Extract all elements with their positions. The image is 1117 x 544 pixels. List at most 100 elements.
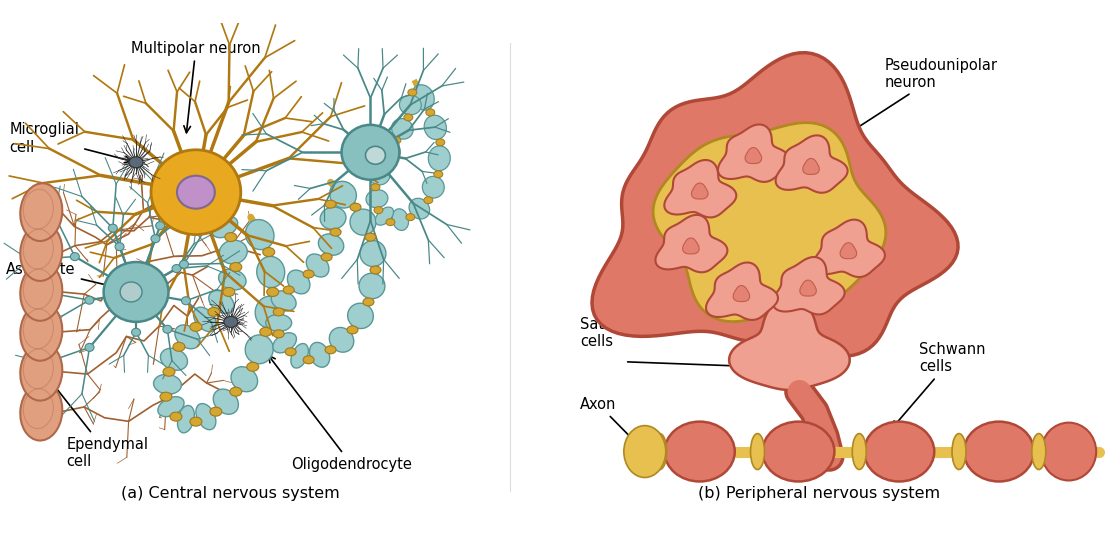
Ellipse shape [108,224,117,232]
Polygon shape [592,53,958,356]
Ellipse shape [115,243,124,251]
Polygon shape [729,299,850,390]
Ellipse shape [208,307,220,317]
Ellipse shape [260,327,271,336]
Ellipse shape [303,356,314,364]
Text: Schwann
cells: Schwann cells [892,342,985,428]
Text: Oligodendrocyte: Oligodendrocyte [268,355,411,472]
Ellipse shape [375,207,393,225]
Ellipse shape [366,190,388,208]
Ellipse shape [347,303,373,329]
Ellipse shape [223,317,238,327]
Ellipse shape [175,325,200,349]
Polygon shape [718,125,790,182]
Ellipse shape [751,434,764,469]
Ellipse shape [209,290,233,313]
Ellipse shape [157,397,184,417]
Ellipse shape [287,270,309,294]
Ellipse shape [160,392,172,401]
Ellipse shape [262,248,275,257]
Ellipse shape [865,422,934,481]
Ellipse shape [273,333,296,353]
Ellipse shape [370,266,381,274]
Ellipse shape [151,150,241,234]
Ellipse shape [763,422,834,481]
Ellipse shape [161,348,188,370]
Ellipse shape [178,405,194,433]
Text: Pseudounipolar
neuron: Pseudounipolar neuron [823,58,997,150]
Ellipse shape [330,181,356,208]
Ellipse shape [180,260,189,268]
Ellipse shape [274,308,284,316]
Polygon shape [733,286,750,301]
Text: Astrocyte: Astrocyte [7,262,132,293]
Ellipse shape [426,109,435,116]
Ellipse shape [132,328,141,336]
Ellipse shape [163,325,172,333]
Ellipse shape [636,440,653,463]
Ellipse shape [1032,434,1046,469]
Ellipse shape [246,335,274,364]
Text: Microglial
cell: Microglial cell [9,122,132,163]
Ellipse shape [321,207,346,229]
Ellipse shape [400,95,421,115]
Ellipse shape [852,434,866,469]
Ellipse shape [257,256,285,288]
Ellipse shape [350,203,361,211]
Ellipse shape [392,209,409,231]
Ellipse shape [285,348,296,356]
Ellipse shape [255,296,284,327]
Ellipse shape [405,214,414,221]
Ellipse shape [266,314,292,331]
Ellipse shape [652,434,667,469]
Ellipse shape [85,343,94,351]
Ellipse shape [172,264,181,273]
Ellipse shape [641,446,649,458]
Ellipse shape [630,432,660,471]
Text: Ependymal
cell: Ependymal cell [46,375,149,469]
Ellipse shape [219,240,247,264]
Ellipse shape [193,307,217,332]
Ellipse shape [321,253,332,261]
Polygon shape [691,183,708,199]
Ellipse shape [309,342,330,367]
Text: (a) Central nervous system: (a) Central nervous system [122,486,341,502]
Ellipse shape [964,422,1034,481]
Ellipse shape [153,374,181,394]
Ellipse shape [379,141,400,162]
Ellipse shape [623,425,666,478]
Ellipse shape [274,330,284,338]
Ellipse shape [306,254,328,277]
Ellipse shape [170,412,182,421]
Ellipse shape [325,200,336,208]
Text: Satellite
cells: Satellite cells [580,299,686,349]
Polygon shape [800,280,817,296]
Ellipse shape [363,298,374,306]
Ellipse shape [225,233,237,242]
Ellipse shape [360,240,386,267]
Ellipse shape [155,221,164,230]
Polygon shape [813,220,885,277]
Ellipse shape [190,323,202,331]
Ellipse shape [222,287,235,296]
Ellipse shape [392,119,413,139]
Ellipse shape [195,404,216,430]
Ellipse shape [271,291,296,311]
Ellipse shape [665,422,735,481]
Ellipse shape [213,389,238,414]
Ellipse shape [230,387,241,396]
Ellipse shape [20,343,63,400]
Ellipse shape [359,273,385,299]
Ellipse shape [181,297,191,305]
Ellipse shape [247,362,259,371]
Ellipse shape [411,85,435,110]
Ellipse shape [290,344,308,368]
Ellipse shape [213,213,225,221]
Ellipse shape [219,269,246,290]
Ellipse shape [423,197,432,203]
Ellipse shape [130,157,143,168]
Ellipse shape [428,146,450,171]
Ellipse shape [378,159,386,166]
Polygon shape [656,215,727,273]
Polygon shape [665,160,736,218]
